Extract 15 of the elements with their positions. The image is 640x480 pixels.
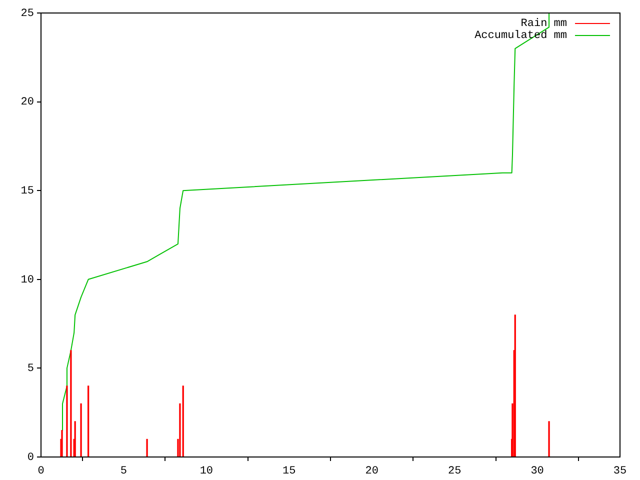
x-tick-label: 20 [365, 466, 378, 478]
x-tick-label: 5 [120, 466, 128, 478]
y-tick-label: 0 [27, 452, 34, 464]
legend-label: Rain mm [520, 18, 568, 30]
x-tick-label: 0 [38, 466, 44, 478]
y-tick-label: 10 [20, 274, 34, 286]
x-tick-label: 25 [448, 466, 462, 478]
y-tick-label: 15 [20, 186, 34, 198]
y-tick-label: 20 [20, 96, 34, 109]
y-tick-label: 25 [20, 8, 34, 20]
x-tick-label: 15 [282, 466, 296, 478]
y-tick-label: 5 [27, 363, 34, 376]
x-tick-label: 10 [200, 466, 214, 478]
x-tick-label: 30 [530, 466, 544, 478]
x-tick-label: 35 [613, 466, 627, 478]
